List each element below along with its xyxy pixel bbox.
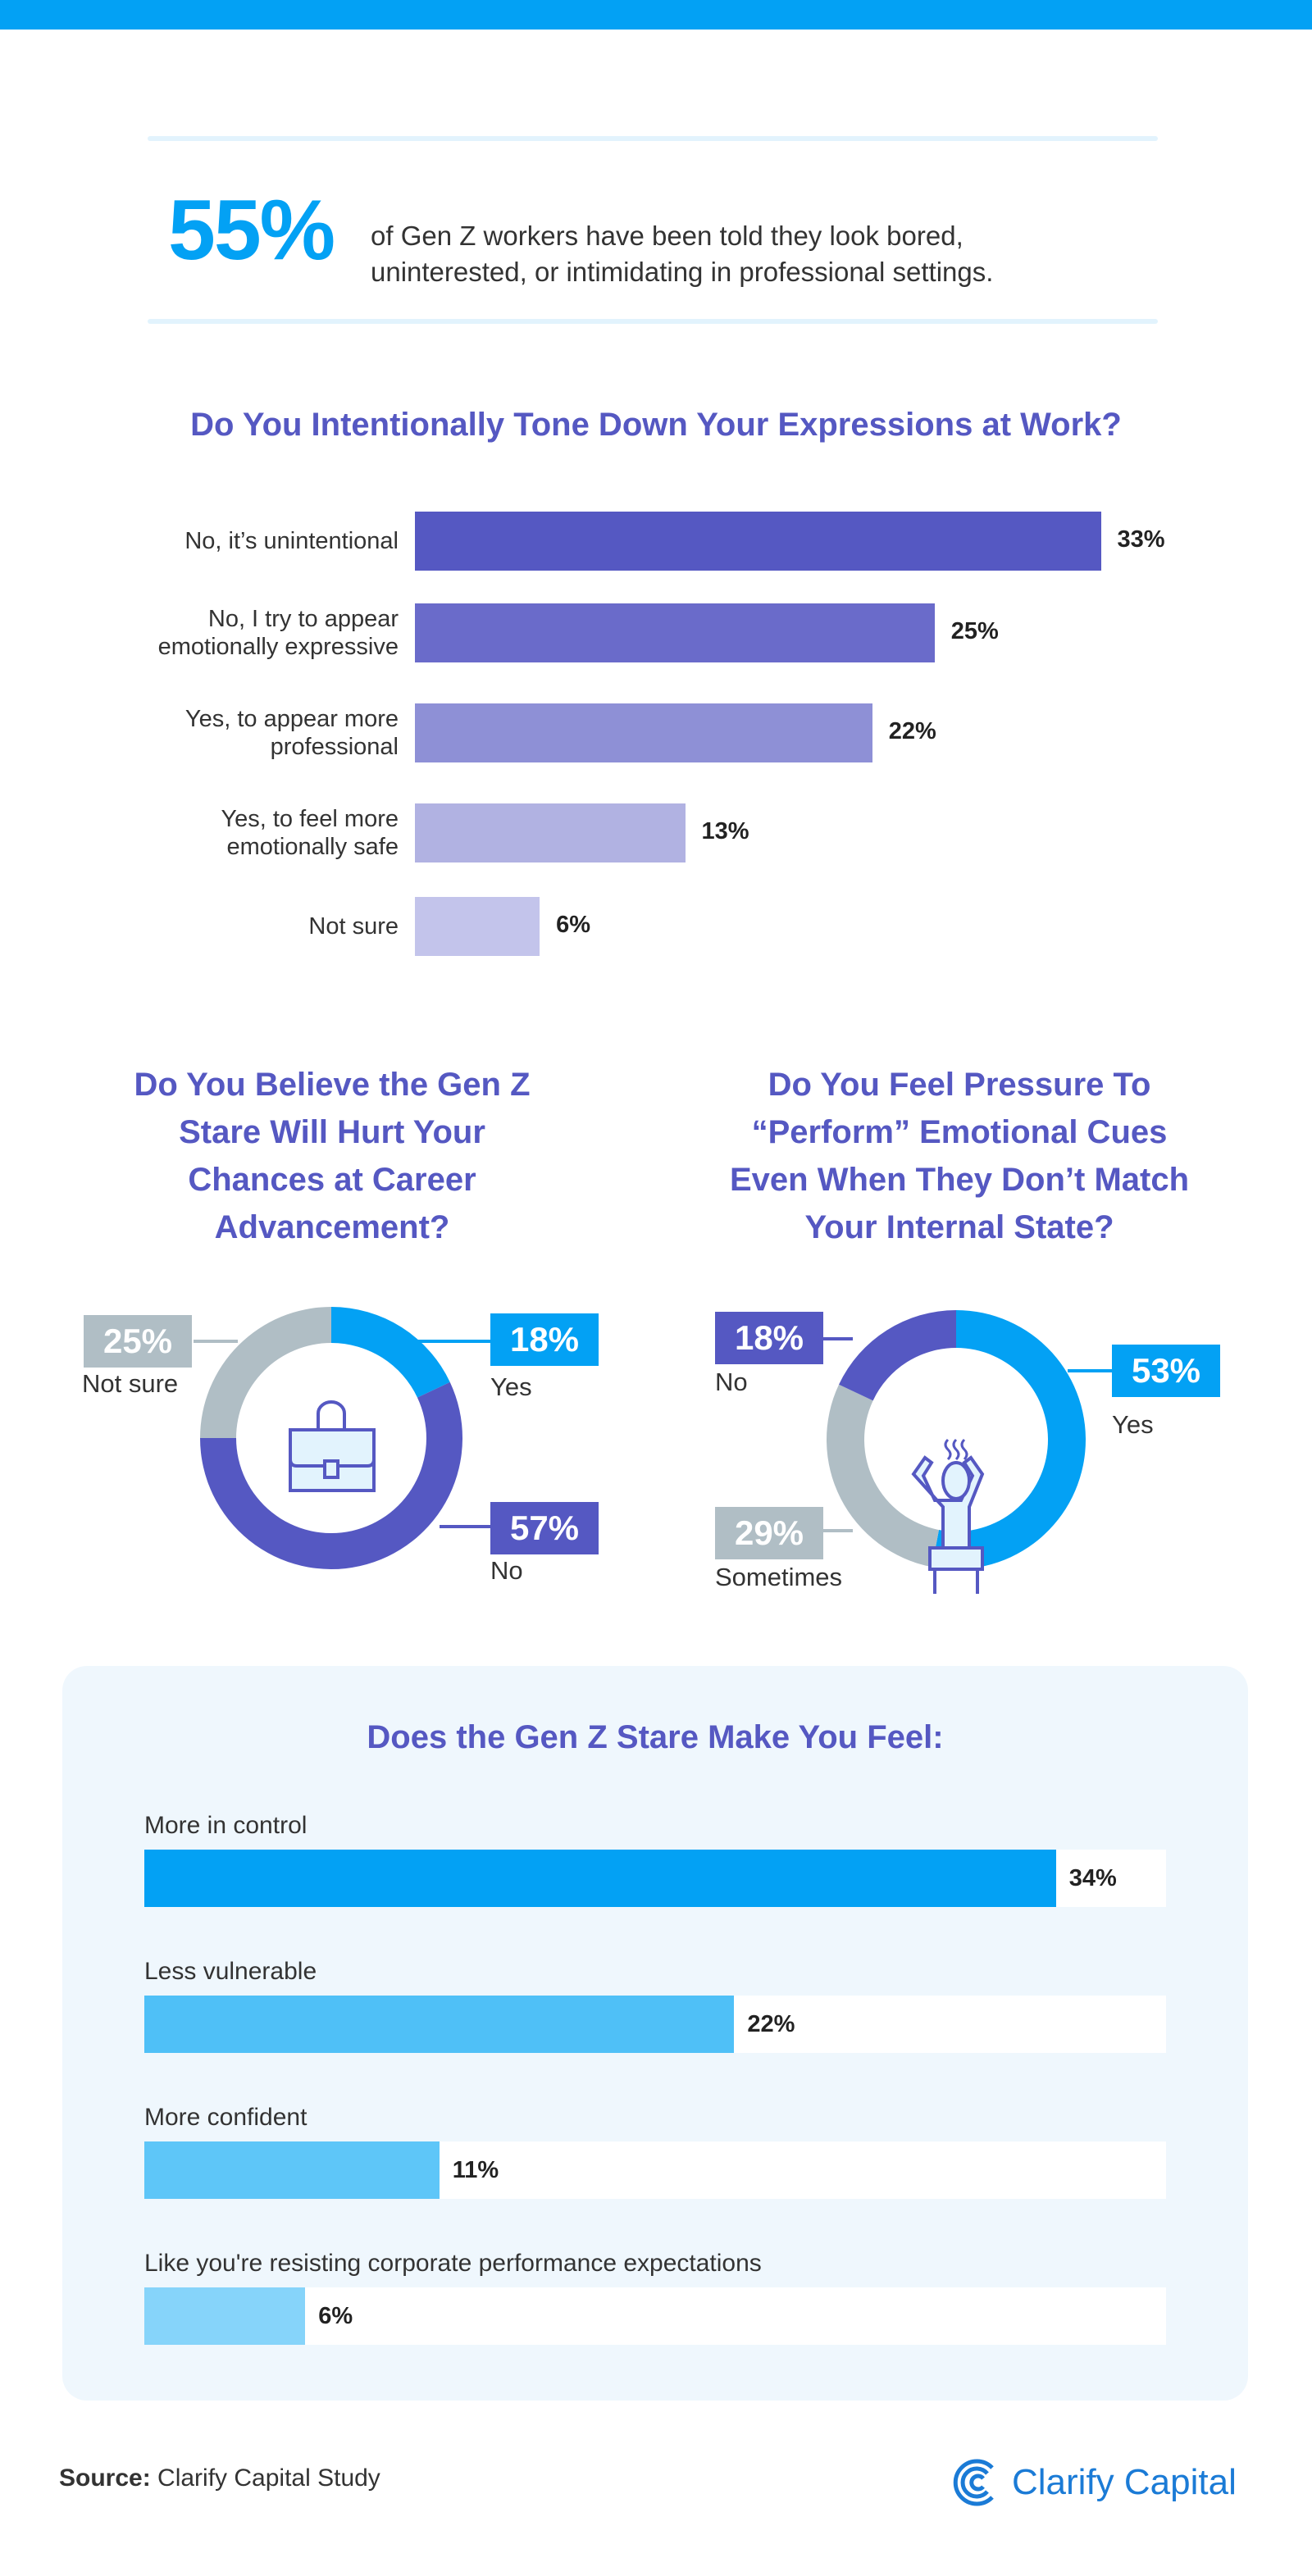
donut1-yes-value: 18% — [490, 1313, 599, 1366]
bar-track: 11% — [144, 2141, 1166, 2199]
bar-label: Less vulnerable — [144, 1958, 317, 1985]
stat-text: of Gen Z workers have been told they loo… — [371, 218, 993, 290]
bar-label: Yes, to feel more emotionally safe — [221, 806, 399, 860]
bar-label: More in control — [144, 1812, 308, 1839]
bar-value: 11% — [452, 2156, 499, 2183]
chart4-title: Does the Gen Z Stare Make You Feel: — [367, 1719, 944, 1755]
donut1-notsure-value: 25% — [84, 1315, 192, 1368]
chart3-title: Do You Feel Pressure To “Perform” Emotion… — [729, 1067, 1190, 1245]
donut2-sometimes-label: Sometimes — [715, 1563, 843, 1591]
bar-value: 25% — [950, 618, 999, 644]
chart1-title: Do You Intentionally Tone Down Your Expr… — [190, 407, 1122, 443]
divider — [148, 136, 1158, 141]
donut2-no-label: No — [715, 1368, 748, 1396]
bar-label: More confident — [144, 2104, 308, 2131]
donut2-yes-value: 53% — [1112, 1345, 1220, 1397]
stressed-person-icon — [911, 1438, 985, 1594]
stat-line: of Gen Z workers have been told they loo… — [371, 221, 963, 251]
stat-value: 55% — [168, 183, 335, 278]
donut-slice-no — [200, 1381, 462, 1569]
bar-label: Like you're resisting corporate performa… — [144, 2250, 762, 2277]
stat-line: uninterested, or intimidating in profess… — [371, 257, 994, 287]
donut1-notsure-label: Not sure — [82, 1369, 179, 1398]
bar-value: 6% — [556, 912, 591, 938]
donut1-no-label: No — [490, 1556, 523, 1585]
donut2-yes-label: Yes — [1112, 1410, 1154, 1439]
donut2-no-value: 18% — [715, 1312, 823, 1364]
bar-label: No, I try to appear emotionally expressiv… — [157, 606, 399, 660]
donut-slice-yes — [331, 1307, 450, 1398]
bar-value: 6% — [318, 2302, 353, 2329]
bar — [415, 603, 935, 662]
donut-slice-yes — [932, 1310, 1086, 1569]
bar — [144, 1850, 1056, 1907]
donut1-no-value: 57% — [490, 1502, 599, 1554]
bar — [415, 703, 872, 762]
bar-label: Not sure — [308, 913, 399, 940]
bar-track: 34% — [144, 1850, 1166, 1907]
logo-icon — [953, 2459, 994, 2506]
bar-value: 33% — [1117, 526, 1165, 553]
bar-value: 13% — [701, 818, 749, 844]
divider — [148, 319, 1158, 324]
donut1-yes-label: Yes — [490, 1372, 532, 1401]
bar-value: 34% — [1068, 1864, 1117, 1891]
briefcase-icon — [289, 1400, 376, 1492]
bar — [415, 897, 540, 956]
bar-label: Yes, to appear more professional — [184, 706, 399, 760]
bar-value: 22% — [888, 718, 936, 744]
bar-value: 22% — [747, 2010, 795, 2037]
bar — [144, 2141, 440, 2199]
donut-charts — [194, 1307, 1112, 1594]
donut2-sometimes-value: 29% — [715, 1507, 823, 1559]
source-note: Source: Clarify Capital Study — [59, 2464, 380, 2492]
donut-slice-not-sure — [200, 1307, 331, 1438]
bar-track: 22% — [144, 1996, 1166, 2053]
chart2-title: Do You Believe the Gen Z Stare Will Hurt … — [134, 1067, 531, 1245]
bar — [415, 803, 686, 862]
top-accent-bar — [0, 0, 1312, 30]
bar — [144, 2287, 306, 2345]
bar — [144, 1996, 735, 2053]
bar-track: 6% — [144, 2287, 1166, 2345]
bar — [415, 512, 1101, 571]
donut-slice-sometimes — [827, 1384, 940, 1568]
clarify-capital-logo: Clarify Capital — [953, 2458, 1237, 2507]
bar-label: No, it’s unintentional — [184, 528, 399, 554]
donut-slice-no — [839, 1310, 956, 1401]
